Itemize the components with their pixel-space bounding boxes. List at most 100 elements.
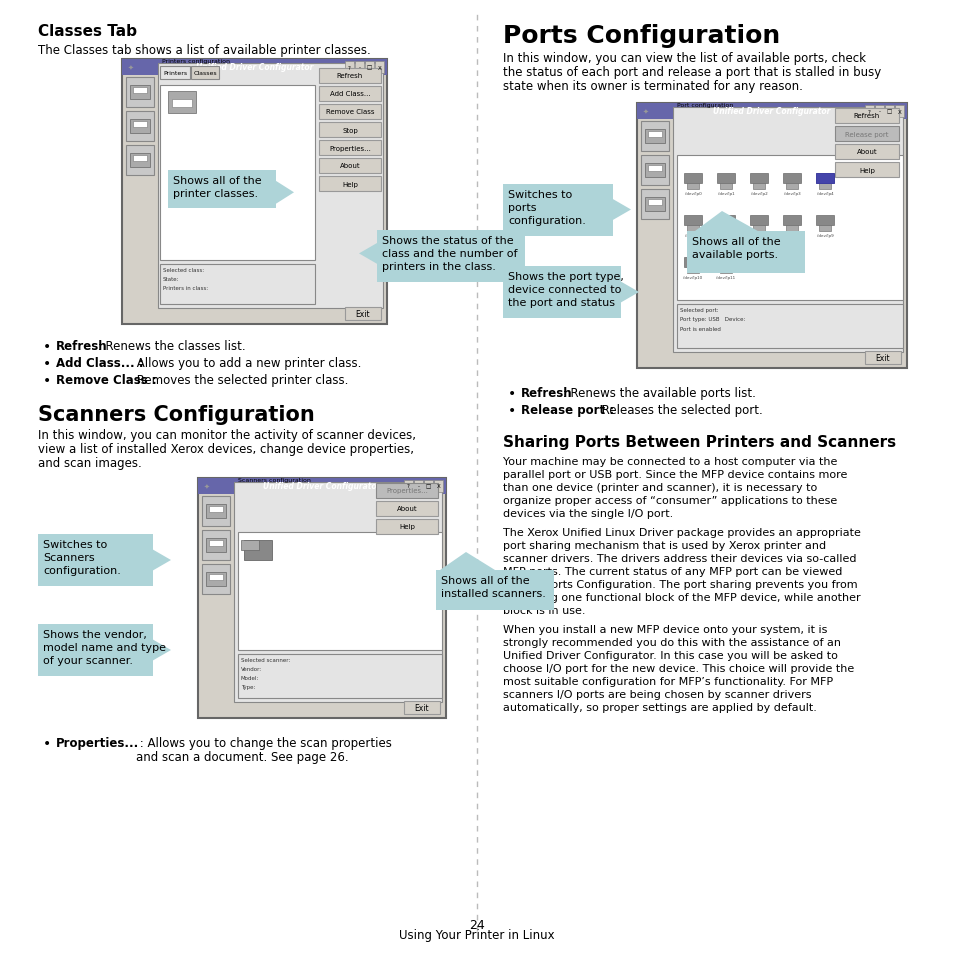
Text: /dev/lp6: /dev/lp6 — [717, 233, 734, 237]
Text: Remove Class :: Remove Class : — [56, 374, 156, 387]
Text: Selected port:: Selected port: — [679, 308, 718, 313]
Text: /dev/lp10: /dev/lp10 — [682, 275, 702, 280]
Text: Selected class:: Selected class: — [163, 268, 204, 273]
Bar — [403, 480, 413, 493]
Text: Classes: Classes — [193, 71, 216, 76]
Text: /dev/lp2: /dev/lp2 — [750, 192, 766, 195]
Text: 24: 24 — [469, 918, 484, 931]
Text: than one device (printer and scanner), it is necessary to: than one device (printer and scanner), i… — [502, 482, 817, 493]
Bar — [172, 100, 192, 108]
Bar — [191, 67, 219, 80]
Text: the status of each port and release a port that is stalled in busy: the status of each port and release a po… — [502, 66, 881, 79]
Bar — [672, 108, 902, 353]
Text: -: - — [417, 484, 419, 489]
Text: most suitable configuration for MFP’s functionality. For MFP: most suitable configuration for MFP’s fu… — [502, 677, 832, 686]
Bar — [686, 268, 699, 274]
Text: scanners I/O ports are being chosen by scanner drivers: scanners I/O ports are being chosen by s… — [502, 689, 811, 700]
Text: Ports Configuration: Ports Configuration — [502, 24, 780, 48]
Text: Properties...: Properties... — [386, 488, 428, 494]
Text: ✦: ✦ — [642, 109, 648, 115]
Bar — [834, 163, 898, 178]
Bar — [749, 215, 767, 226]
Text: MFP ports. The current status of any MFP port can be viewed: MFP ports. The current status of any MFP… — [502, 566, 841, 577]
Text: devices via the single I/O port.: devices via the single I/O port. — [502, 509, 673, 518]
Bar — [436, 571, 554, 610]
Text: -: - — [358, 66, 360, 71]
Bar — [834, 127, 898, 142]
Text: □: □ — [367, 66, 372, 71]
Bar — [818, 226, 830, 232]
Text: Unified Driver Configurator: Unified Driver Configurator — [713, 108, 830, 116]
Bar — [815, 173, 833, 184]
Text: Switches to
ports
configuration.: Switches to ports configuration. — [507, 190, 585, 226]
Text: Add Class...: Add Class... — [330, 91, 370, 97]
Bar — [168, 91, 195, 113]
Text: Help: Help — [398, 524, 415, 530]
Bar — [345, 62, 354, 74]
Bar — [206, 573, 226, 586]
Text: automatically, so proper settings are applied by default.: automatically, so proper settings are ap… — [502, 702, 816, 712]
Text: /dev/lp5: /dev/lp5 — [684, 233, 700, 237]
Bar — [365, 62, 374, 74]
Text: ?: ? — [407, 484, 410, 489]
Bar — [130, 120, 150, 133]
Text: Help: Help — [858, 168, 874, 173]
Bar — [683, 257, 701, 268]
Bar — [206, 538, 226, 553]
Bar — [132, 88, 147, 94]
Bar — [686, 184, 699, 190]
Bar — [122, 60, 387, 76]
Bar — [198, 478, 446, 719]
Text: About: About — [339, 163, 360, 170]
Text: •: • — [507, 387, 516, 400]
Bar — [752, 226, 764, 232]
Text: •: • — [43, 356, 51, 371]
Bar — [864, 106, 873, 118]
Bar — [647, 200, 661, 206]
Text: -: - — [878, 110, 880, 114]
Bar — [126, 78, 153, 108]
Text: Classes Tab: Classes Tab — [38, 24, 137, 39]
Bar — [720, 184, 731, 190]
Text: •: • — [43, 737, 51, 750]
Bar — [640, 156, 668, 186]
Text: The Xerox Unified Linux Driver package provides an appropriate: The Xerox Unified Linux Driver package p… — [502, 527, 860, 537]
Text: Shows all of the
available ports.: Shows all of the available ports. — [691, 236, 780, 260]
Text: Shows the vendor,
model name and type
of your scanner.: Shows the vendor, model name and type of… — [43, 629, 166, 666]
Bar — [318, 159, 380, 173]
Text: organize proper access of “consumer” applications to these: organize proper access of “consumer” app… — [502, 496, 837, 505]
Bar — [894, 106, 903, 118]
Bar — [423, 480, 433, 493]
Text: Shows all of the
installed scanners.: Shows all of the installed scanners. — [440, 576, 545, 598]
Text: : Renews the available ports list.: : Renews the available ports list. — [558, 387, 756, 399]
Bar — [677, 156, 902, 301]
Text: Properties...: Properties... — [329, 146, 371, 152]
Text: X: X — [377, 66, 381, 71]
Text: Sharing Ports Between Printers and Scanners: Sharing Ports Between Printers and Scann… — [502, 435, 895, 450]
Text: Port is enabled: Port is enabled — [679, 327, 720, 332]
Text: ?: ? — [348, 66, 351, 71]
Bar — [644, 198, 664, 212]
Bar — [160, 67, 190, 80]
Text: Vendor:: Vendor: — [241, 666, 262, 671]
Text: Refresh: Refresh — [520, 387, 572, 399]
Bar — [414, 480, 422, 493]
Text: and scan a document. See page 26.: and scan a document. See page 26. — [136, 750, 348, 763]
Bar — [683, 173, 701, 184]
Bar — [686, 226, 699, 232]
Text: Shows the port type,
device connected to
the port and status: Shows the port type, device connected to… — [507, 272, 623, 308]
Bar — [318, 69, 380, 84]
Text: Scanners Configuration: Scanners Configuration — [38, 405, 314, 424]
Text: X: X — [436, 484, 440, 489]
Polygon shape — [620, 282, 639, 303]
Bar — [640, 122, 668, 152]
Bar — [318, 141, 380, 156]
Text: Shows the status of the
class and the number of
printers in the class.: Shows the status of the class and the nu… — [381, 235, 517, 273]
Text: Shows all of the
printer classes.: Shows all of the printer classes. — [172, 175, 261, 198]
Bar — [785, 226, 797, 232]
Bar — [502, 184, 613, 236]
Bar — [375, 62, 384, 74]
Text: Scanners configuration: Scanners configuration — [237, 477, 311, 482]
Bar — [209, 575, 223, 580]
Text: In this window, you can monitor the activity of scanner devices,: In this window, you can monitor the acti… — [38, 429, 416, 441]
